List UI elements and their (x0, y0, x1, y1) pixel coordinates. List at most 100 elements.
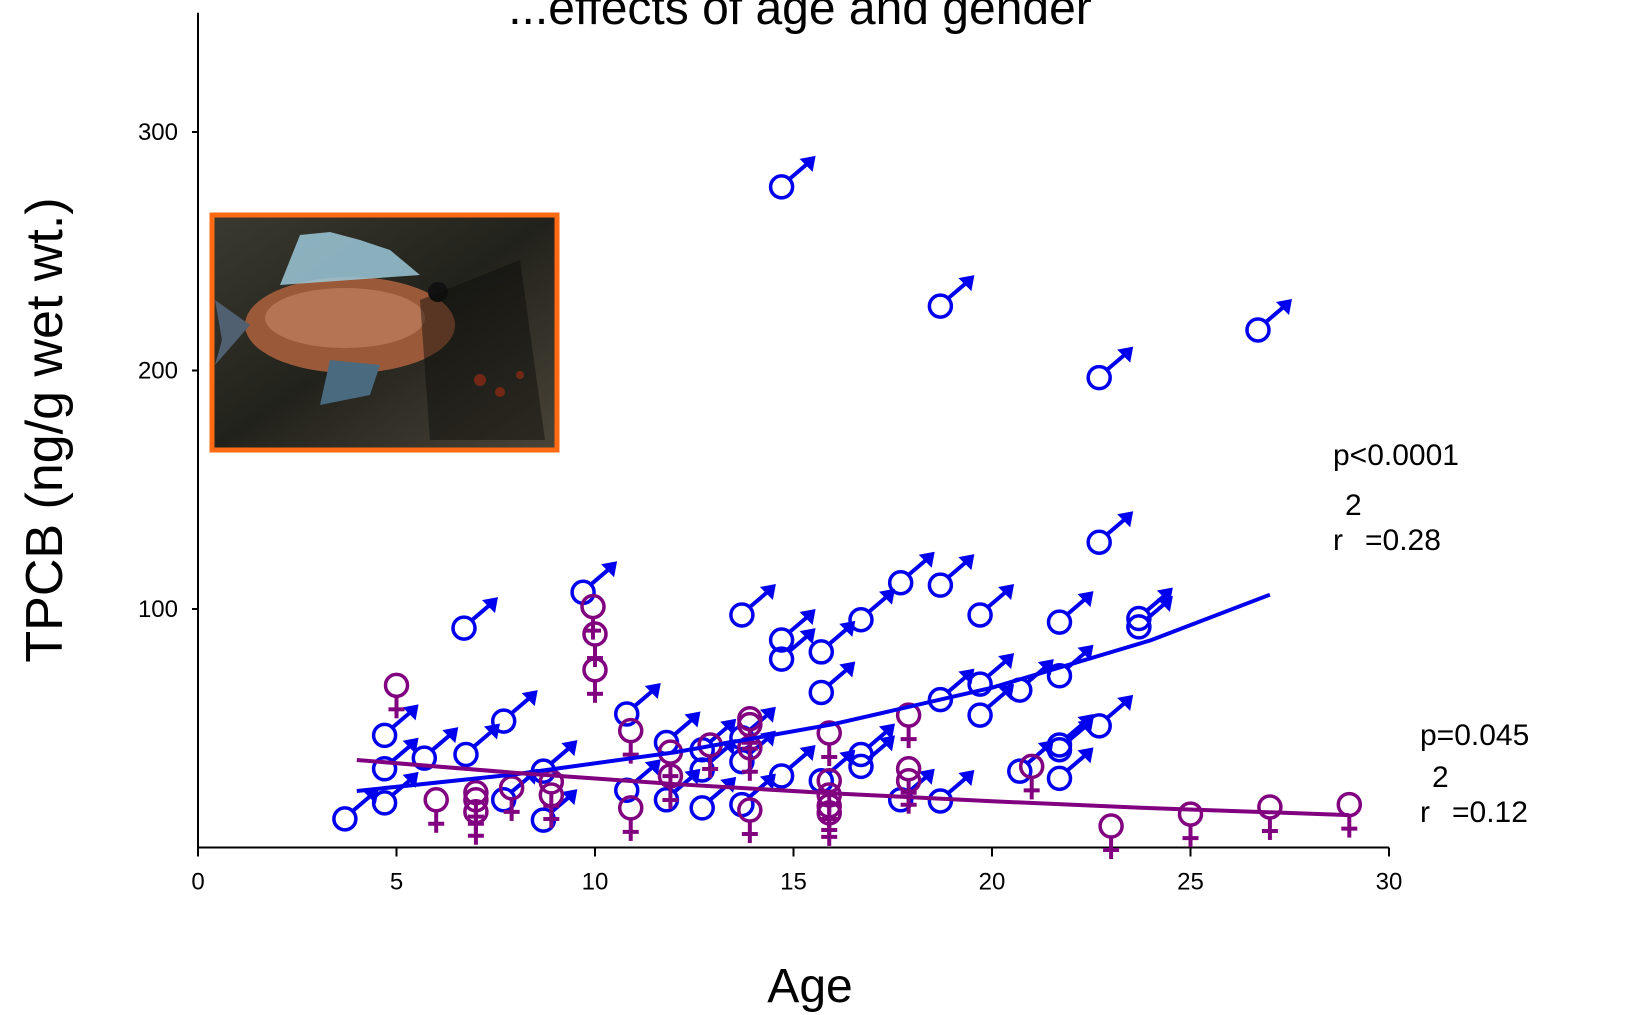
point-circle (1245, 317, 1271, 343)
chart-title: ...effects of age and gender (508, 0, 1092, 35)
p-value: p<0.0001 (1333, 439, 1459, 472)
point-circle (617, 717, 644, 744)
point-circle (768, 627, 795, 653)
point (371, 737, 419, 782)
point-circle (371, 790, 398, 816)
point-circle (808, 639, 835, 665)
point-circle (737, 735, 763, 761)
point (895, 702, 922, 749)
fish-photo (209, 212, 560, 453)
point-circle (1098, 813, 1124, 839)
male-arrow-head (998, 653, 1015, 670)
male-arrow-head (958, 769, 975, 786)
point (816, 800, 842, 846)
male-arrow-head (958, 275, 975, 292)
point (927, 554, 975, 598)
point (768, 609, 816, 653)
point (538, 782, 565, 829)
point-circle (1018, 753, 1045, 780)
x-tick-label: 5 (390, 869, 403, 896)
point-circle (582, 657, 608, 683)
point-circle (1046, 765, 1073, 792)
r-symbol: r (1333, 524, 1343, 557)
male-arrow-head (1077, 747, 1094, 764)
point (657, 763, 684, 809)
point (1046, 747, 1094, 792)
x-axis-label: Age (767, 960, 852, 1013)
male-arrow-head (958, 554, 975, 571)
male-arrow-head (1117, 346, 1134, 363)
male-arrow-head (759, 706, 776, 723)
point-circle (498, 775, 525, 801)
male-arrow-head (998, 583, 1015, 600)
point-circle (617, 795, 644, 821)
point (1126, 595, 1173, 640)
point (498, 775, 525, 821)
point (808, 620, 856, 665)
point (1086, 694, 1134, 739)
point (848, 735, 895, 780)
x-tick-label: 0 (191, 869, 204, 896)
point-circle (895, 756, 922, 782)
point (1086, 346, 1134, 391)
trend-line (356, 757, 1350, 818)
point-circle (423, 787, 449, 813)
male-arrow-head (1117, 511, 1134, 528)
point (463, 798, 489, 845)
point-circle (895, 767, 922, 794)
point-circle (1126, 614, 1152, 640)
r-exponent: 2 (1345, 489, 1362, 522)
point-circle (768, 646, 795, 672)
point (617, 717, 644, 764)
point-circle (1086, 364, 1112, 391)
male-arrow-head (918, 768, 935, 785)
trend-line (356, 592, 1271, 793)
male-arrow-head (481, 597, 498, 614)
x-tick-label: 10 (582, 869, 609, 896)
point (582, 657, 608, 703)
point (848, 588, 895, 633)
point-circle (463, 798, 489, 825)
point (570, 561, 618, 606)
point (451, 597, 498, 641)
point (383, 672, 410, 719)
point (1336, 791, 1363, 838)
point (371, 704, 419, 749)
point-circle (967, 671, 993, 697)
point (927, 668, 975, 713)
point-circle (451, 615, 477, 641)
male-arrow-head (1117, 694, 1134, 711)
point (967, 653, 1015, 697)
point-circle (927, 293, 954, 319)
x-tick-label: 25 (1177, 869, 1204, 896)
point-circle (1177, 801, 1204, 827)
male-arrow-head (1156, 595, 1173, 612)
point-circle (848, 753, 874, 780)
r-symbol: r (1420, 796, 1430, 829)
male-arrow-head (644, 759, 661, 776)
male-arrow-head (442, 727, 459, 744)
x-tick-label: 15 (780, 869, 807, 896)
point-circle (463, 779, 489, 806)
point-circle (1046, 609, 1073, 635)
point-circle (927, 572, 954, 598)
x-tick-label: 30 (1376, 869, 1403, 896)
r-squared: =0.28 (1365, 524, 1441, 557)
point-circle (490, 708, 517, 734)
point (530, 789, 578, 833)
point-circle (967, 702, 993, 728)
point (887, 551, 935, 596)
point-circle (1086, 713, 1112, 739)
male-arrow-head (402, 704, 419, 721)
point (332, 787, 379, 832)
point (689, 776, 737, 821)
point-circle (816, 800, 842, 826)
point (737, 797, 763, 844)
male-arrow-head (1077, 591, 1094, 608)
point (1257, 794, 1283, 840)
point-circle (729, 602, 755, 628)
male-arrow-head (799, 744, 816, 761)
point (411, 727, 459, 771)
male-arrow-head (561, 789, 578, 806)
point-circle (453, 741, 479, 768)
